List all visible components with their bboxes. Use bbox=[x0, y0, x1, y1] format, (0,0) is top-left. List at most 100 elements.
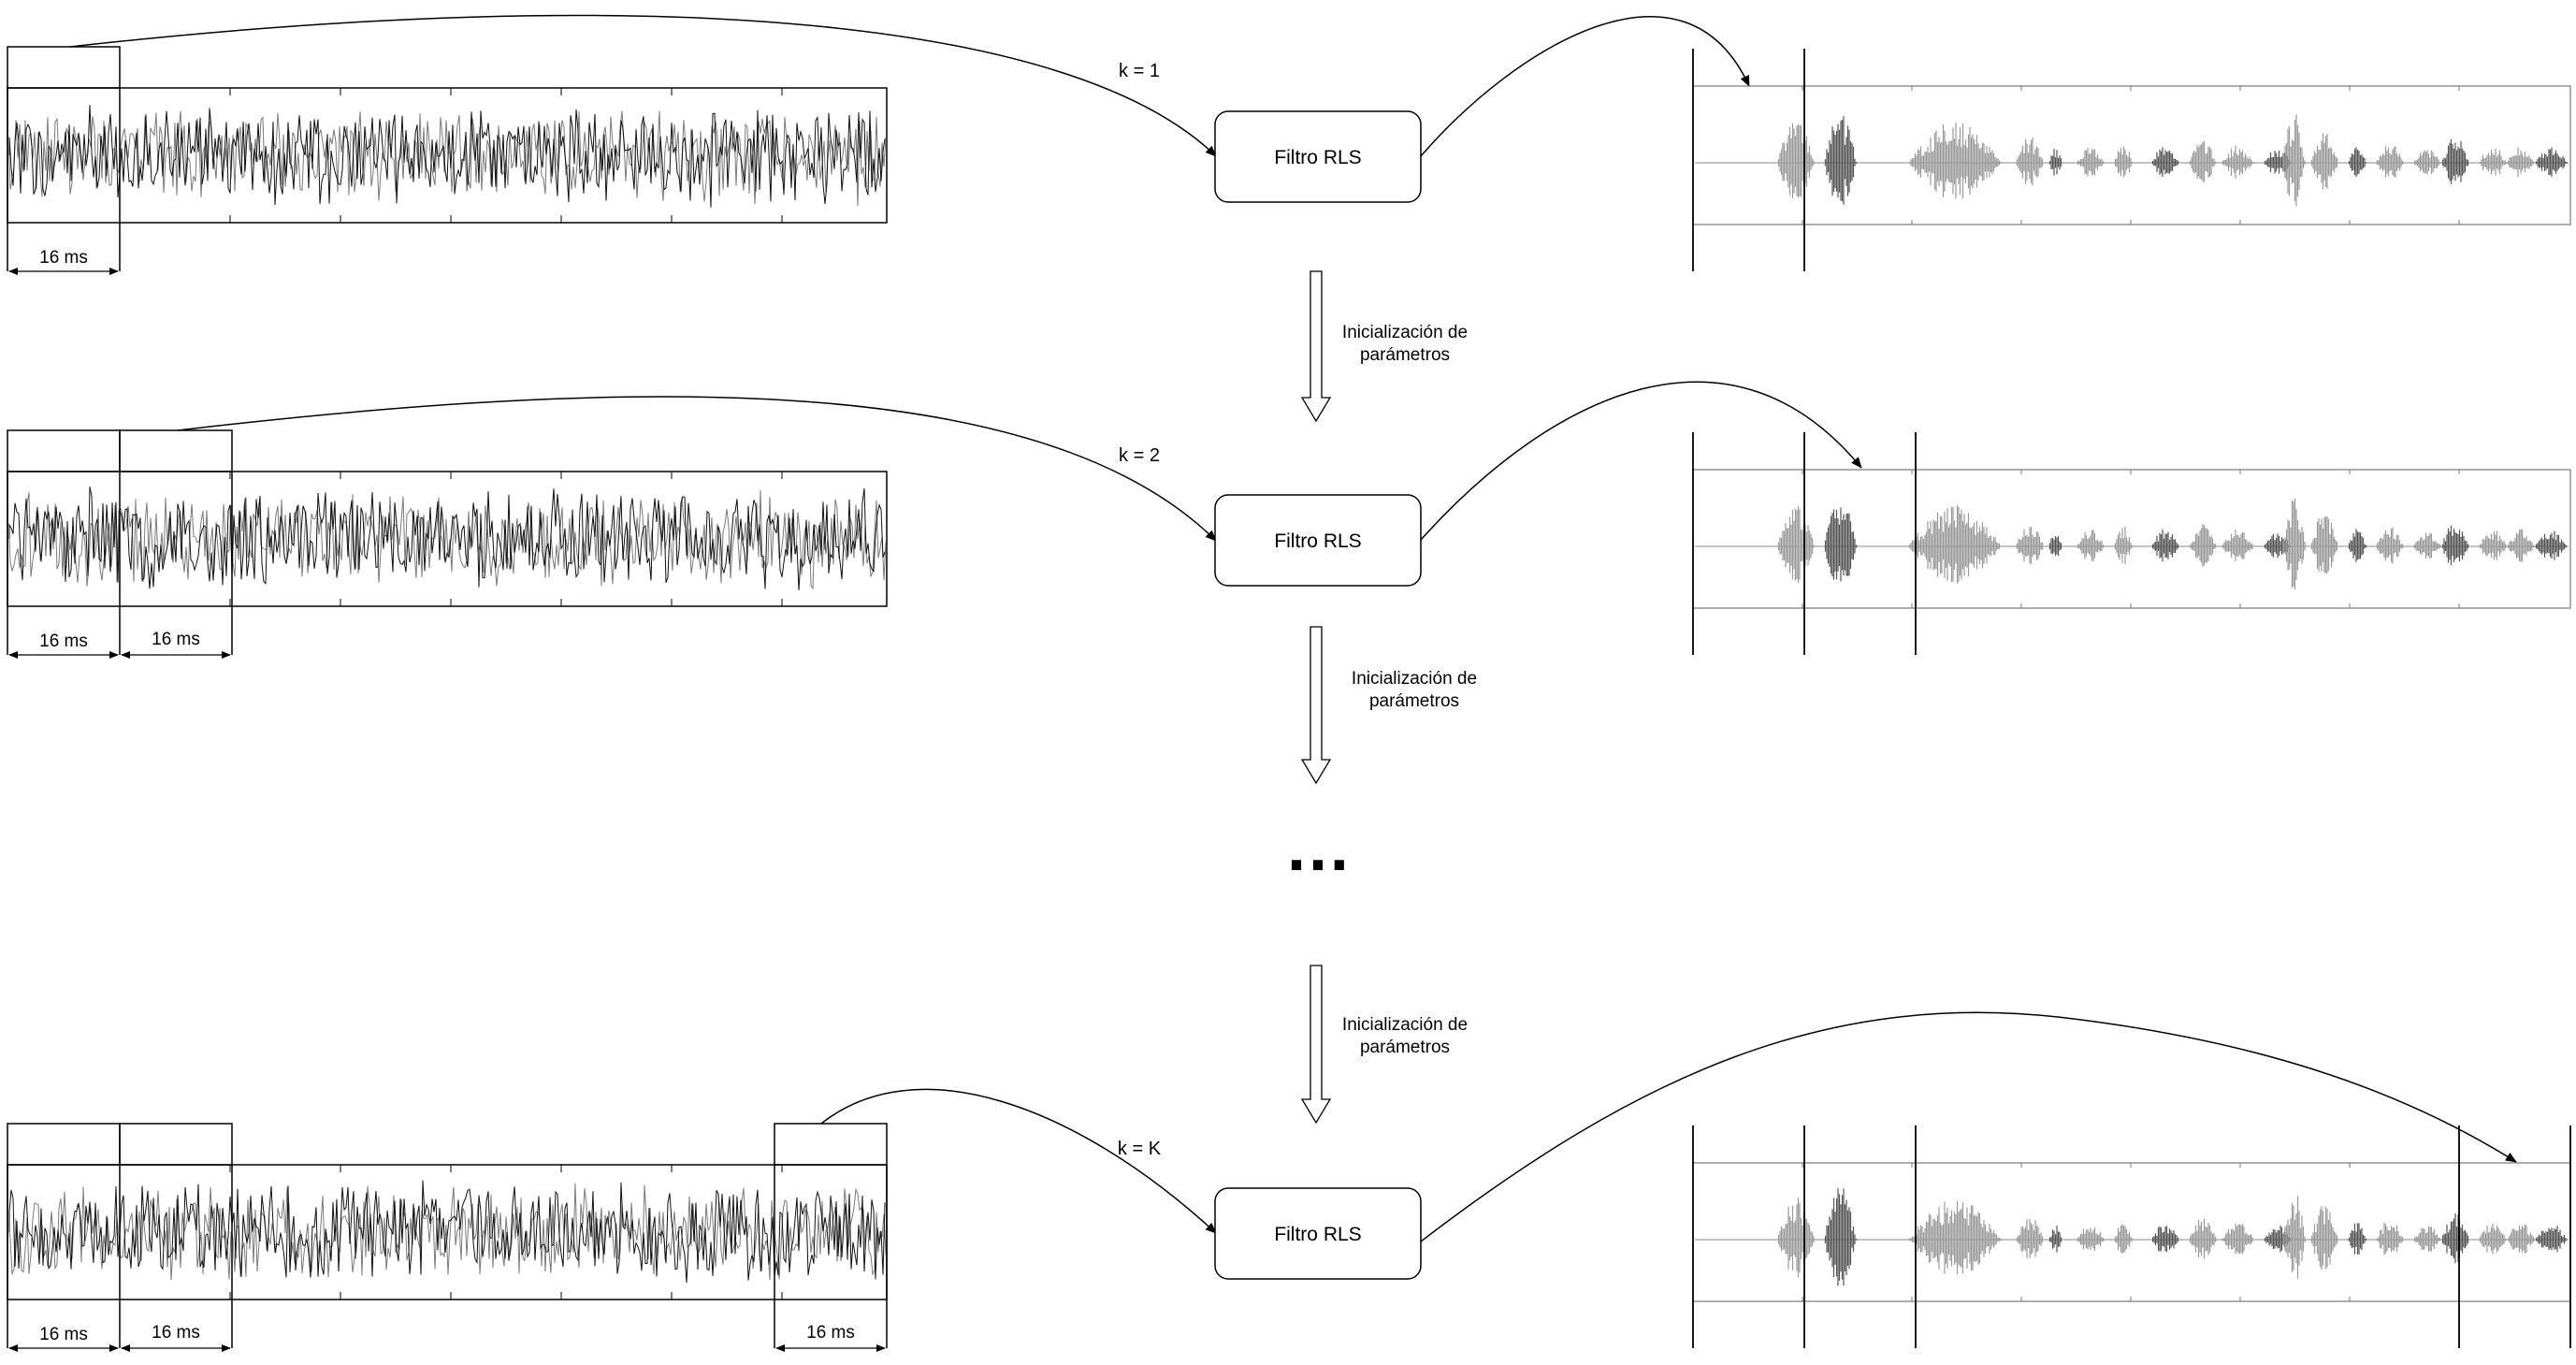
speech-burst bbox=[2507, 529, 2535, 562]
output-speech-panel bbox=[1692, 1125, 2571, 1348]
speech-burst bbox=[2016, 1219, 2044, 1258]
speech-burst bbox=[2221, 1223, 2255, 1255]
speech-waveform bbox=[1695, 1163, 2569, 1301]
speech-burst bbox=[2282, 114, 2306, 207]
speech-burst bbox=[2535, 530, 2569, 560]
filter-box-shape bbox=[1214, 1187, 1422, 1280]
speech-burst bbox=[1824, 507, 1858, 582]
speech-burst bbox=[2221, 145, 2255, 179]
speech-burst bbox=[1777, 505, 1815, 583]
init-label-line1: Inicialización de bbox=[1342, 323, 1468, 342]
speech-burst bbox=[2535, 147, 2569, 177]
init-label-line1: Inicialización de bbox=[1352, 669, 1477, 689]
k-index-label: k = 1 bbox=[1119, 61, 1160, 81]
input-signal-panel: 16 ms bbox=[7, 46, 888, 275]
speech-burst bbox=[2413, 150, 2441, 175]
speech-waveform bbox=[1695, 86, 2569, 225]
speech-burst bbox=[2189, 1218, 2217, 1259]
speech-burst bbox=[1777, 123, 1815, 198]
speech-burst bbox=[2310, 516, 2338, 574]
speech-burst bbox=[2282, 1196, 2306, 1279]
speech-burst bbox=[2535, 1226, 2569, 1253]
hollow-down-arrow bbox=[1300, 270, 1332, 423]
window-duration-label: 16 ms bbox=[39, 1325, 88, 1344]
init-label-line2: parámetros bbox=[1360, 345, 1450, 365]
speech-burst bbox=[2310, 133, 2338, 190]
noise-trace-dark bbox=[8, 1180, 886, 1284]
window-duration-label: 16 ms bbox=[39, 248, 88, 268]
analysis-window-2 bbox=[119, 1123, 233, 1166]
output-signal-frame bbox=[1692, 85, 2571, 225]
output-signal-frame bbox=[1692, 1162, 2571, 1302]
row-2: 16 ms 16 ms k = 2 Filtro RLS bbox=[7, 381, 2571, 659]
ellipsis-text: … bbox=[1284, 810, 1352, 885]
speech-burst bbox=[1908, 1201, 2002, 1274]
speech-burst bbox=[2441, 138, 2469, 184]
speech-burst bbox=[2016, 527, 2044, 564]
speech-burst bbox=[2282, 498, 2306, 589]
speech-burst bbox=[2048, 1226, 2062, 1253]
speech-burst bbox=[2479, 1223, 2507, 1255]
speech-burst bbox=[2221, 530, 2255, 561]
speech-burst bbox=[2189, 140, 2217, 182]
row-3: 16 ms 16 ms 16 ms k = K Filtro RLS bbox=[7, 1011, 2571, 1352]
noise-trace-dark bbox=[8, 486, 886, 590]
speech-burst bbox=[1908, 505, 2002, 584]
speech-burst bbox=[2048, 149, 2062, 176]
speech-burst bbox=[2151, 147, 2179, 177]
frame-to-filter-arrow bbox=[177, 396, 1217, 542]
analysis-window-1 bbox=[7, 1123, 121, 1166]
window-duration-label: 16 ms bbox=[806, 1323, 855, 1343]
speech-burst bbox=[2016, 138, 2044, 186]
speech-burst bbox=[1777, 1198, 1815, 1278]
input-signal-panel: 16 ms 16 ms 16 ms bbox=[7, 1123, 888, 1352]
hollow-down-arrow bbox=[1300, 965, 1332, 1125]
analysis-window-last bbox=[774, 1123, 888, 1166]
speech-burst bbox=[2376, 527, 2404, 564]
speech-burst bbox=[2114, 526, 2134, 564]
speech-burst bbox=[2189, 523, 2217, 567]
noise-waveform bbox=[8, 472, 887, 606]
filter-box-label: Filtro RLS bbox=[1274, 530, 1361, 552]
continuation-ellipsis: … bbox=[1284, 810, 1352, 885]
speech-burst bbox=[1824, 116, 1858, 205]
speech-burst bbox=[2151, 1226, 2179, 1253]
speech-burst bbox=[2151, 529, 2179, 562]
filter-box-label: Filtro RLS bbox=[1274, 1224, 1361, 1245]
window-duration-label: 16 ms bbox=[39, 632, 88, 651]
noise-waveform bbox=[8, 88, 887, 223]
speech-burst bbox=[2348, 147, 2367, 177]
window-duration-label: 16 ms bbox=[152, 1323, 200, 1343]
speech-burst bbox=[2479, 149, 2507, 176]
speech-burst bbox=[2348, 1223, 2367, 1255]
speech-burst bbox=[2310, 1206, 2338, 1271]
init-label-line2: parámetros bbox=[1369, 691, 1459, 711]
analysis-window-1 bbox=[7, 429, 121, 472]
filter-to-output-arrow bbox=[1420, 381, 1862, 541]
output-signal-frame bbox=[1692, 469, 2571, 609]
speech-burst bbox=[2441, 525, 2469, 565]
filter-box-shape bbox=[1214, 494, 1422, 587]
filter-to-output-arrow bbox=[1420, 1011, 2517, 1242]
filter-box-label: Filtro RLS bbox=[1274, 147, 1361, 168]
speech-burst bbox=[2048, 535, 2062, 556]
speech-burst bbox=[2114, 146, 2134, 178]
output-speech-panel bbox=[1692, 49, 2571, 271]
rls-filter-box: Filtro RLS bbox=[1214, 1187, 1422, 1280]
noise-trace-dark bbox=[8, 105, 886, 208]
frame-to-filter-arrow bbox=[69, 14, 1217, 157]
init-label-line1: Inicialización de bbox=[1342, 1015, 1468, 1035]
speech-burst bbox=[2479, 530, 2507, 560]
row-1: 16 ms k = 1 Filtro RLS bbox=[7, 14, 2571, 275]
k-index-label: k = K bbox=[1118, 1139, 1162, 1159]
speech-burst bbox=[2413, 1227, 2441, 1252]
speech-burst bbox=[2413, 532, 2441, 559]
speech-waveform bbox=[1695, 470, 2569, 608]
speech-burst bbox=[1824, 1188, 1858, 1286]
window-duration-label: 16 ms bbox=[152, 630, 200, 649]
frame-to-filter-arrow bbox=[820, 1088, 1217, 1234]
speech-burst bbox=[2348, 529, 2367, 562]
speech-burst bbox=[2376, 1222, 2404, 1256]
init-arrow-1: Inicialización de parámetros bbox=[1300, 270, 1468, 423]
input-signal-panel: 16 ms 16 ms bbox=[7, 429, 888, 659]
